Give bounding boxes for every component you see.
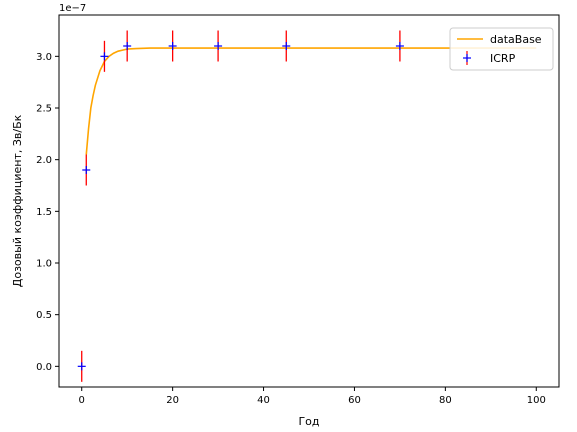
icrp-point xyxy=(82,154,91,186)
x-tick-label: 40 xyxy=(257,395,270,406)
legend-label-icrp: ICRP xyxy=(490,52,516,65)
y-tick-label: 0.0 xyxy=(36,362,52,373)
icrp-point xyxy=(214,30,223,62)
y-tick-label: 1.5 xyxy=(36,207,52,218)
x-tick-label: 80 xyxy=(439,395,452,406)
x-tick-label: 100 xyxy=(527,395,546,406)
x-tick-label: 20 xyxy=(166,395,179,406)
y-tick-label: 3.0 xyxy=(36,52,52,63)
legend: dataBase ICRP xyxy=(449,27,554,71)
legend-label-database: dataBase xyxy=(490,33,542,46)
x-tick-label: 0 xyxy=(79,395,85,406)
y-axis-label: Дозовый коэффициент, Зв/Бк xyxy=(11,114,24,287)
icrp-point xyxy=(77,350,86,382)
x-axis-label: Год xyxy=(298,415,319,428)
y-tick-label: 2.0 xyxy=(36,155,52,166)
plot-frame xyxy=(58,14,560,388)
y-tick-label: 2.5 xyxy=(36,104,52,115)
y-tick-label: 0.5 xyxy=(36,310,52,321)
icrp-point xyxy=(123,30,132,62)
icrp-point xyxy=(395,30,404,62)
icrp-point xyxy=(168,30,177,62)
icrp-point xyxy=(282,30,291,62)
icrp-point xyxy=(100,40,109,72)
y-tick-label: 1.0 xyxy=(36,259,52,270)
y-offset-text: 1e−7 xyxy=(59,3,86,14)
x-tick-label: 60 xyxy=(348,395,361,406)
